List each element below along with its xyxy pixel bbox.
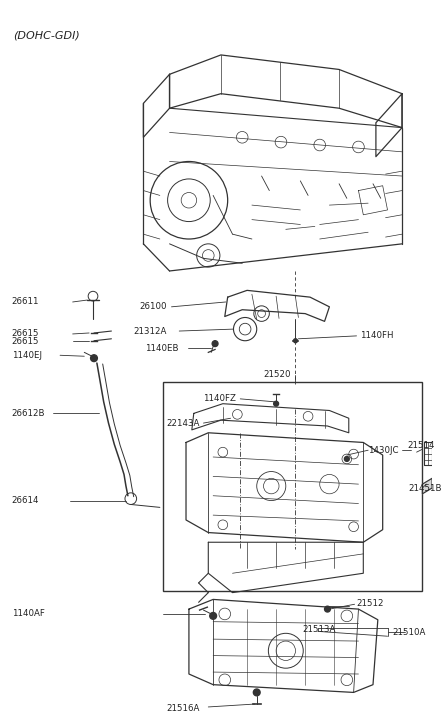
Text: 26614: 26614: [12, 496, 39, 505]
Circle shape: [293, 339, 297, 342]
Text: 26612B: 26612B: [12, 409, 45, 418]
Circle shape: [325, 606, 330, 612]
Text: 1140EB: 1140EB: [145, 344, 179, 353]
Text: 1140FH: 1140FH: [360, 332, 394, 340]
Text: 26100: 26100: [139, 302, 167, 311]
Text: 21514: 21514: [407, 441, 434, 450]
Text: (DOHC-GDI): (DOHC-GDI): [13, 31, 80, 41]
Bar: [163, 382, 422, 591]
Text: 21516A: 21516A: [167, 704, 200, 713]
Text: 21312A: 21312A: [133, 326, 167, 336]
Text: 1140EJ: 1140EJ: [12, 350, 41, 360]
Circle shape: [91, 355, 97, 361]
Circle shape: [344, 457, 349, 462]
Text: 1140FZ: 1140FZ: [203, 394, 236, 403]
Text: 1140AF: 1140AF: [12, 609, 45, 619]
Text: 26611: 26611: [12, 297, 39, 307]
Text: 21512: 21512: [356, 599, 384, 608]
Text: 21520: 21520: [264, 370, 291, 379]
Text: 1430JC: 1430JC: [368, 446, 399, 454]
Circle shape: [212, 341, 218, 347]
Text: 21451B: 21451B: [409, 484, 442, 494]
Text: 22143A: 22143A: [167, 419, 200, 427]
Text: 26615: 26615: [12, 337, 39, 346]
Circle shape: [274, 401, 279, 406]
Circle shape: [210, 612, 216, 619]
Polygon shape: [422, 478, 432, 494]
Text: 26615: 26615: [12, 329, 39, 339]
Text: 21510A: 21510A: [392, 628, 426, 637]
Text: 21513A: 21513A: [302, 625, 336, 634]
Circle shape: [253, 689, 260, 696]
